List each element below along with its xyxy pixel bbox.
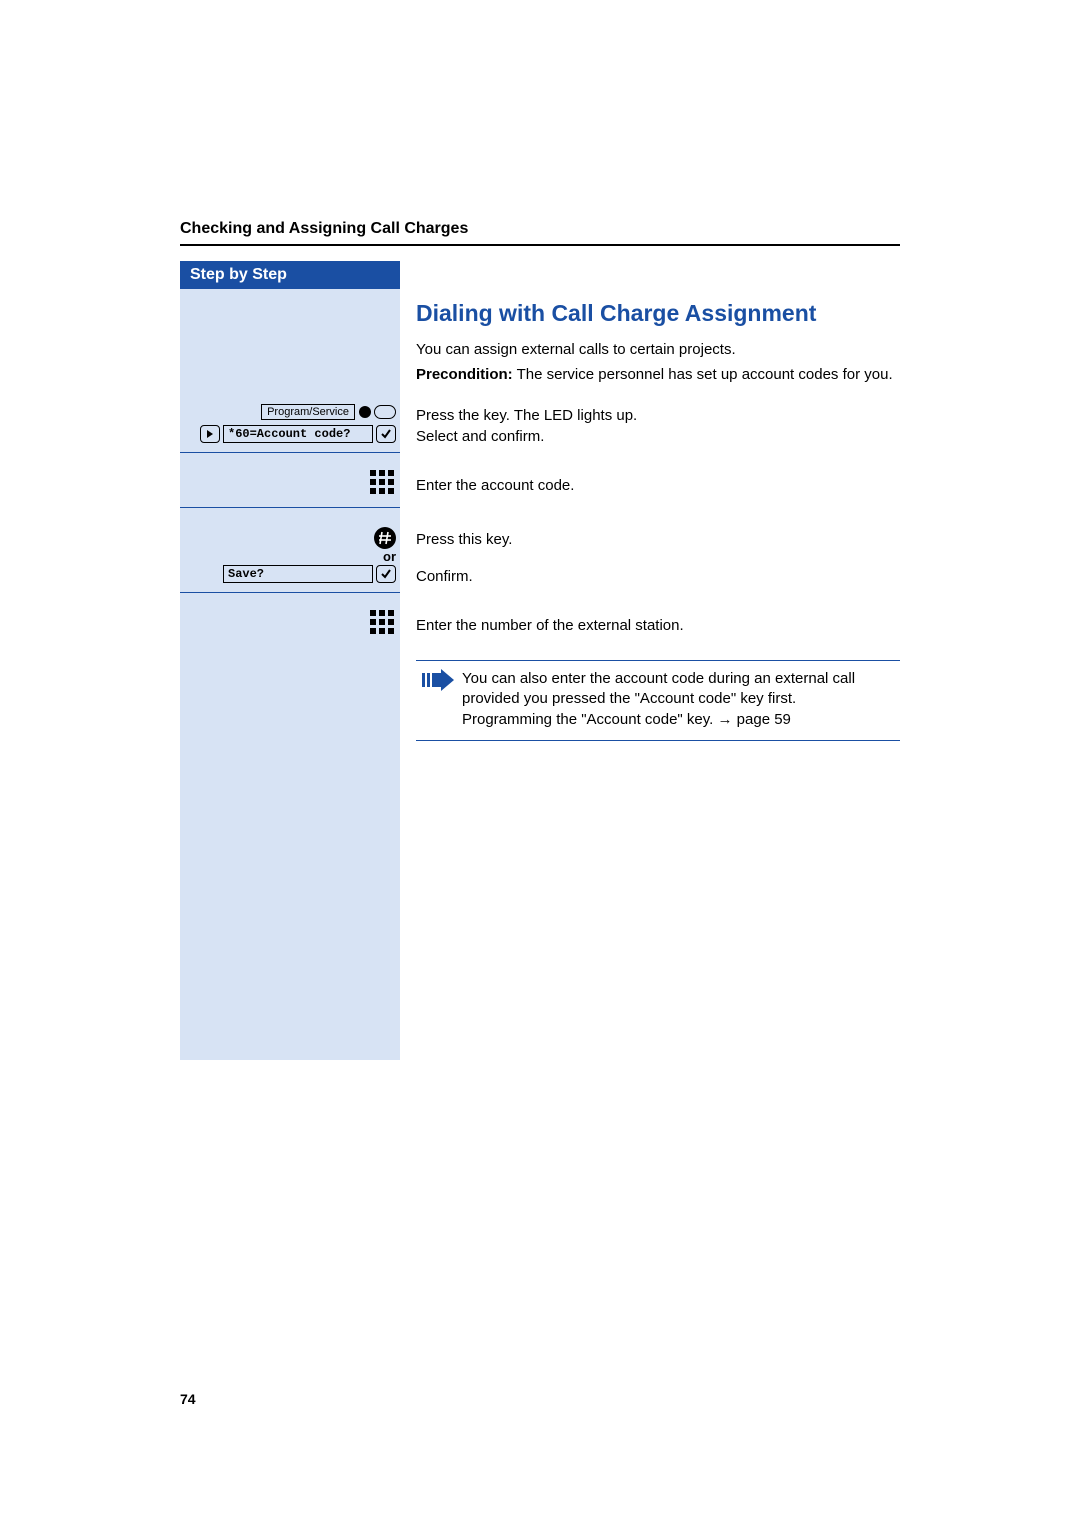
program-service-text: Press the key. The LED lights up. (416, 406, 637, 426)
confirm-check-icon (376, 565, 396, 583)
program-service-key-label: Program/Service (261, 404, 355, 420)
note-line1: You can also enter the account code duri… (462, 670, 855, 707)
press-hash-text: Press this key. (416, 530, 512, 550)
separator-rule (180, 452, 400, 453)
enter-account-code-text: Enter the account code. (416, 476, 574, 496)
right-arrow-icon: → (718, 711, 733, 728)
header-rule (180, 244, 900, 246)
oval-key-icon (374, 405, 396, 419)
sidebar-header: Step by Step (180, 261, 400, 289)
account-code-display-row: *60=Account code? (180, 425, 400, 443)
document-page: Checking and Assigning Call Charges Step… (0, 0, 1080, 1527)
program-service-key-row: Program/Service (180, 404, 400, 420)
intro-text: You can assign external calls to certain… (416, 340, 736, 360)
note-line2-prefix: Programming the "Account code" key. (462, 711, 713, 728)
note-box: You can also enter the account code duri… (416, 660, 900, 741)
note-page-link[interactable]: page 59 (733, 711, 791, 728)
note-arrow-icon (422, 669, 454, 691)
confirm-check-icon (376, 425, 396, 443)
precondition-text: The service personnel has set up ac­coun… (513, 366, 893, 383)
hash-key-icon (374, 527, 396, 549)
enter-external-text: Enter the number of the external station… (416, 616, 684, 636)
precondition-label: Precondition: (416, 366, 513, 383)
sidebar-title: Step by Step (190, 266, 287, 284)
or-label: or (383, 549, 396, 564)
confirm-text: Confirm. (416, 567, 473, 587)
separator-rule (180, 592, 400, 593)
nav-right-icon (200, 425, 220, 443)
display-text-account-code: *60=Account code? (223, 425, 373, 443)
or-label-row: or (180, 549, 400, 564)
save-display-row: Save? (180, 565, 400, 583)
keypad-icon (368, 608, 396, 636)
keypad-icon (368, 468, 396, 496)
section-heading: Dialing with Call Charge Assignment (416, 300, 816, 327)
page-header-title: Checking and Assigning Call Charges (180, 220, 468, 238)
precondition-block: Precondition: The service personnel has … (416, 365, 893, 385)
select-confirm-text: Select and confirm. (416, 427, 544, 447)
page-number: 74 (180, 1391, 196, 1407)
display-text-save: Save? (223, 565, 373, 583)
led-indicator-icon (359, 406, 371, 418)
separator-rule (180, 507, 400, 508)
hash-key-row (180, 527, 400, 549)
